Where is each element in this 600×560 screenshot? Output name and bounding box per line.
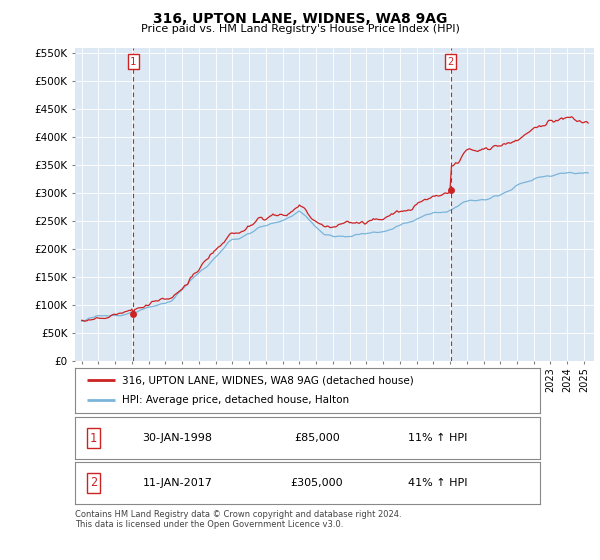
Text: 316, UPTON LANE, WIDNES, WA8 9AG (detached house): 316, UPTON LANE, WIDNES, WA8 9AG (detach… bbox=[121, 375, 413, 385]
Text: Contains HM Land Registry data © Crown copyright and database right 2024.
This d: Contains HM Land Registry data © Crown c… bbox=[75, 510, 401, 529]
Text: 41% ↑ HPI: 41% ↑ HPI bbox=[408, 478, 467, 488]
Text: 2: 2 bbox=[90, 477, 97, 489]
Text: 1: 1 bbox=[90, 432, 97, 445]
Text: Price paid vs. HM Land Registry's House Price Index (HPI): Price paid vs. HM Land Registry's House … bbox=[140, 24, 460, 34]
Text: 30-JAN-1998: 30-JAN-1998 bbox=[142, 433, 212, 443]
Text: 1: 1 bbox=[130, 57, 136, 67]
Text: 316, UPTON LANE, WIDNES, WA8 9AG: 316, UPTON LANE, WIDNES, WA8 9AG bbox=[153, 12, 447, 26]
Text: HPI: Average price, detached house, Halton: HPI: Average price, detached house, Halt… bbox=[121, 395, 349, 405]
Text: 11-JAN-2017: 11-JAN-2017 bbox=[142, 478, 212, 488]
Text: 11% ↑ HPI: 11% ↑ HPI bbox=[408, 433, 467, 443]
Text: 2: 2 bbox=[448, 57, 454, 67]
Text: £85,000: £85,000 bbox=[294, 433, 340, 443]
Text: £305,000: £305,000 bbox=[290, 478, 343, 488]
